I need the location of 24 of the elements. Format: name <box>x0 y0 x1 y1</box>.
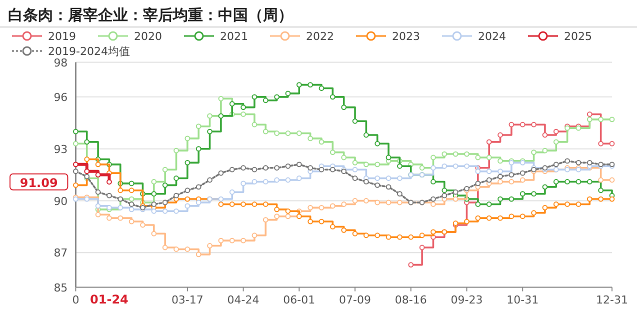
legend-label: 2025 <box>564 30 592 43</box>
y-tick-label: 96 <box>54 90 68 104</box>
x-tick-label: 08-16 <box>394 293 427 306</box>
y-tick-label: 98 <box>54 56 68 70</box>
legend-label: 2019-2024均值 <box>48 45 130 58</box>
legend-label: 2023 <box>392 30 420 43</box>
x-tick-label: 0 <box>72 293 80 306</box>
y-tick-label: 90 <box>54 194 68 208</box>
legend-label: 2022 <box>306 30 334 43</box>
x-tick-label: 12-31 <box>596 293 628 306</box>
y-tick-label: 93 <box>54 142 68 156</box>
legend-label: 2019 <box>48 30 76 43</box>
legend-label: 2024 <box>478 30 506 43</box>
x-tick-label: 06-01 <box>283 293 316 306</box>
x-tick-label: 04-24 <box>227 293 260 306</box>
x-tick-label: 09-23 <box>450 293 483 306</box>
y-tick-label: 87 <box>54 246 68 260</box>
x-tick-label: 07-09 <box>339 293 372 306</box>
x-tick-label: 03-17 <box>171 293 204 306</box>
y-tick-label: 85 <box>54 281 68 294</box>
legend-label: 2021 <box>220 30 248 43</box>
chart-title: 白条肉：屠宰企业：宰后均重：中国（周） <box>8 6 293 24</box>
legend-label: 2020 <box>134 30 162 43</box>
x-tick-label: 10-31 <box>506 293 539 306</box>
